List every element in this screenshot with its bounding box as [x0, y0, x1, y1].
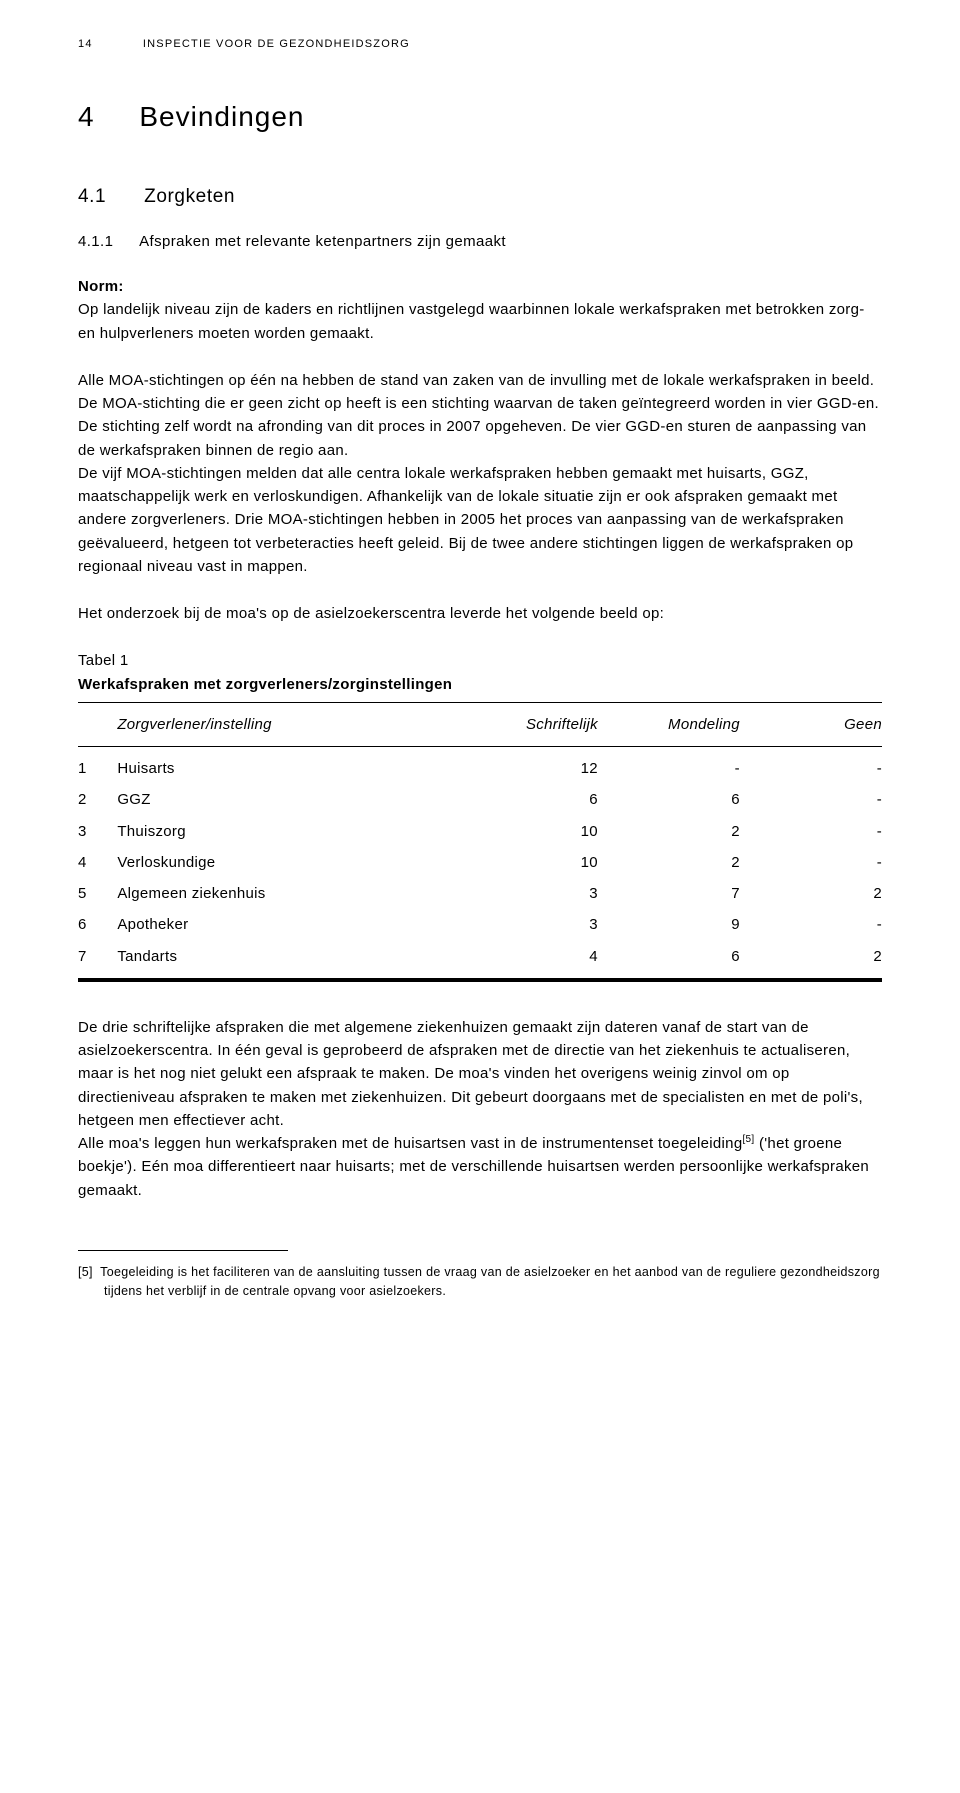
running-header: 14 INSPECTIE VOOR DE GEZONDHEIDSZORG [78, 36, 882, 53]
row-schriftelijk: 10 [456, 816, 598, 847]
row-mondeling: 2 [598, 816, 740, 847]
footnote-rule [78, 1250, 288, 1251]
page-number: 14 [78, 36, 93, 53]
table-block: Tabel 1 Werkafspraken met zorgverleners/… [78, 649, 882, 982]
table-rule-mid [78, 746, 882, 747]
col-header-name: Zorgverlener/instelling [117, 709, 456, 740]
row-name: Apotheker [117, 909, 456, 940]
norm-text: Op landelijk niveau zijn de kaders en ri… [78, 301, 865, 341]
data-table-body: 1Huisarts12--2GGZ66-3Thuiszorg102-4Verlo… [78, 753, 882, 972]
norm-label: Norm: [78, 278, 124, 295]
after-table-paragraph-2: Alle moa's leggen hun werkafspraken met … [78, 1132, 882, 1202]
row-schriftelijk: 10 [456, 847, 598, 878]
table-rule-top [78, 702, 882, 703]
body-paragraph-1: Alle MOA-stichtingen op één na hebben de… [78, 369, 882, 462]
table-row: 4Verloskundige102- [78, 847, 882, 878]
row-name: Verloskundige [117, 847, 456, 878]
row-name: Tandarts [117, 941, 456, 972]
row-geen: - [740, 909, 882, 940]
section-heading: 4.1 Zorgketen [78, 182, 882, 211]
table-row: 1Huisarts12-- [78, 753, 882, 784]
row-geen: 2 [740, 878, 882, 909]
running-header-text: INSPECTIE VOOR DE GEZONDHEIDSZORG [143, 38, 410, 50]
section-number: 4.1 [78, 182, 106, 211]
body-paragraph-3: Het onderzoek bij de moa's op de asielzo… [78, 602, 882, 625]
row-mondeling: 2 [598, 847, 740, 878]
row-number: 6 [78, 909, 117, 940]
row-schriftelijk: 3 [456, 878, 598, 909]
col-header-mondeling: Mondeling [598, 709, 740, 740]
row-geen: - [740, 753, 882, 784]
col-header-geen: Geen [740, 709, 882, 740]
row-number: 2 [78, 784, 117, 815]
row-number: 5 [78, 878, 117, 909]
row-geen: - [740, 816, 882, 847]
footnote-marker: [5] [78, 1265, 93, 1279]
footnote-ref-5: [5] [742, 1134, 754, 1145]
after-table-p2a: Alle moa's leggen hun werkafspraken met … [78, 1135, 742, 1152]
subsection-title: Afspraken met relevante ketenpartners zi… [139, 233, 506, 250]
chapter-title: Bevindingen [139, 101, 304, 132]
section-title: Zorgketen [144, 186, 235, 207]
row-name: Huisarts [117, 753, 456, 784]
subsection-heading: 4.1.1 Afspraken met relevante ketenpartn… [78, 230, 882, 253]
row-number: 3 [78, 816, 117, 847]
after-table-paragraph-1: De drie schriftelijke afspraken die met … [78, 1016, 882, 1132]
row-geen: - [740, 847, 882, 878]
row-name: GGZ [117, 784, 456, 815]
subsection-number: 4.1.1 [78, 230, 113, 253]
row-mondeling: - [598, 753, 740, 784]
body-paragraph-2: De vijf MOA-stichtingen melden dat alle … [78, 462, 882, 578]
row-schriftelijk: 3 [456, 909, 598, 940]
table-header-row: Zorgverlener/instelling Schriftelijk Mon… [78, 709, 882, 740]
row-mondeling: 6 [598, 941, 740, 972]
table-rule-bottom [78, 978, 882, 982]
row-schriftelijk: 12 [456, 753, 598, 784]
row-number: 4 [78, 847, 117, 878]
row-geen: 2 [740, 941, 882, 972]
table-title: Werkafspraken met zorgverleners/zorginst… [78, 673, 882, 696]
row-schriftelijk: 4 [456, 941, 598, 972]
table-row: 7Tandarts462 [78, 941, 882, 972]
row-number: 1 [78, 753, 117, 784]
table-row: 3Thuiszorg102- [78, 816, 882, 847]
row-number: 7 [78, 941, 117, 972]
chapter-number: 4 [78, 95, 95, 138]
chapter-heading: 4 Bevindingen [78, 95, 882, 138]
table-row: 5Algemeen ziekenhuis372 [78, 878, 882, 909]
row-mondeling: 6 [598, 784, 740, 815]
row-mondeling: 9 [598, 909, 740, 940]
row-geen: - [740, 784, 882, 815]
norm-block: Norm: Op landelijk niveau zijn de kaders… [78, 275, 882, 345]
table-row: 6Apotheker39- [78, 909, 882, 940]
row-mondeling: 7 [598, 878, 740, 909]
row-name: Thuiszorg [117, 816, 456, 847]
row-name: Algemeen ziekenhuis [117, 878, 456, 909]
table-row: 2GGZ66- [78, 784, 882, 815]
col-header-schriftelijk: Schriftelijk [456, 709, 598, 740]
footnote-text: Toegeleiding is het faciliteren van de a… [100, 1265, 880, 1297]
footnote-5: [5] Toegeleiding is het faciliteren van … [78, 1263, 882, 1299]
data-table: Zorgverlener/instelling Schriftelijk Mon… [78, 709, 882, 740]
row-schriftelijk: 6 [456, 784, 598, 815]
table-label: Tabel 1 [78, 649, 882, 672]
